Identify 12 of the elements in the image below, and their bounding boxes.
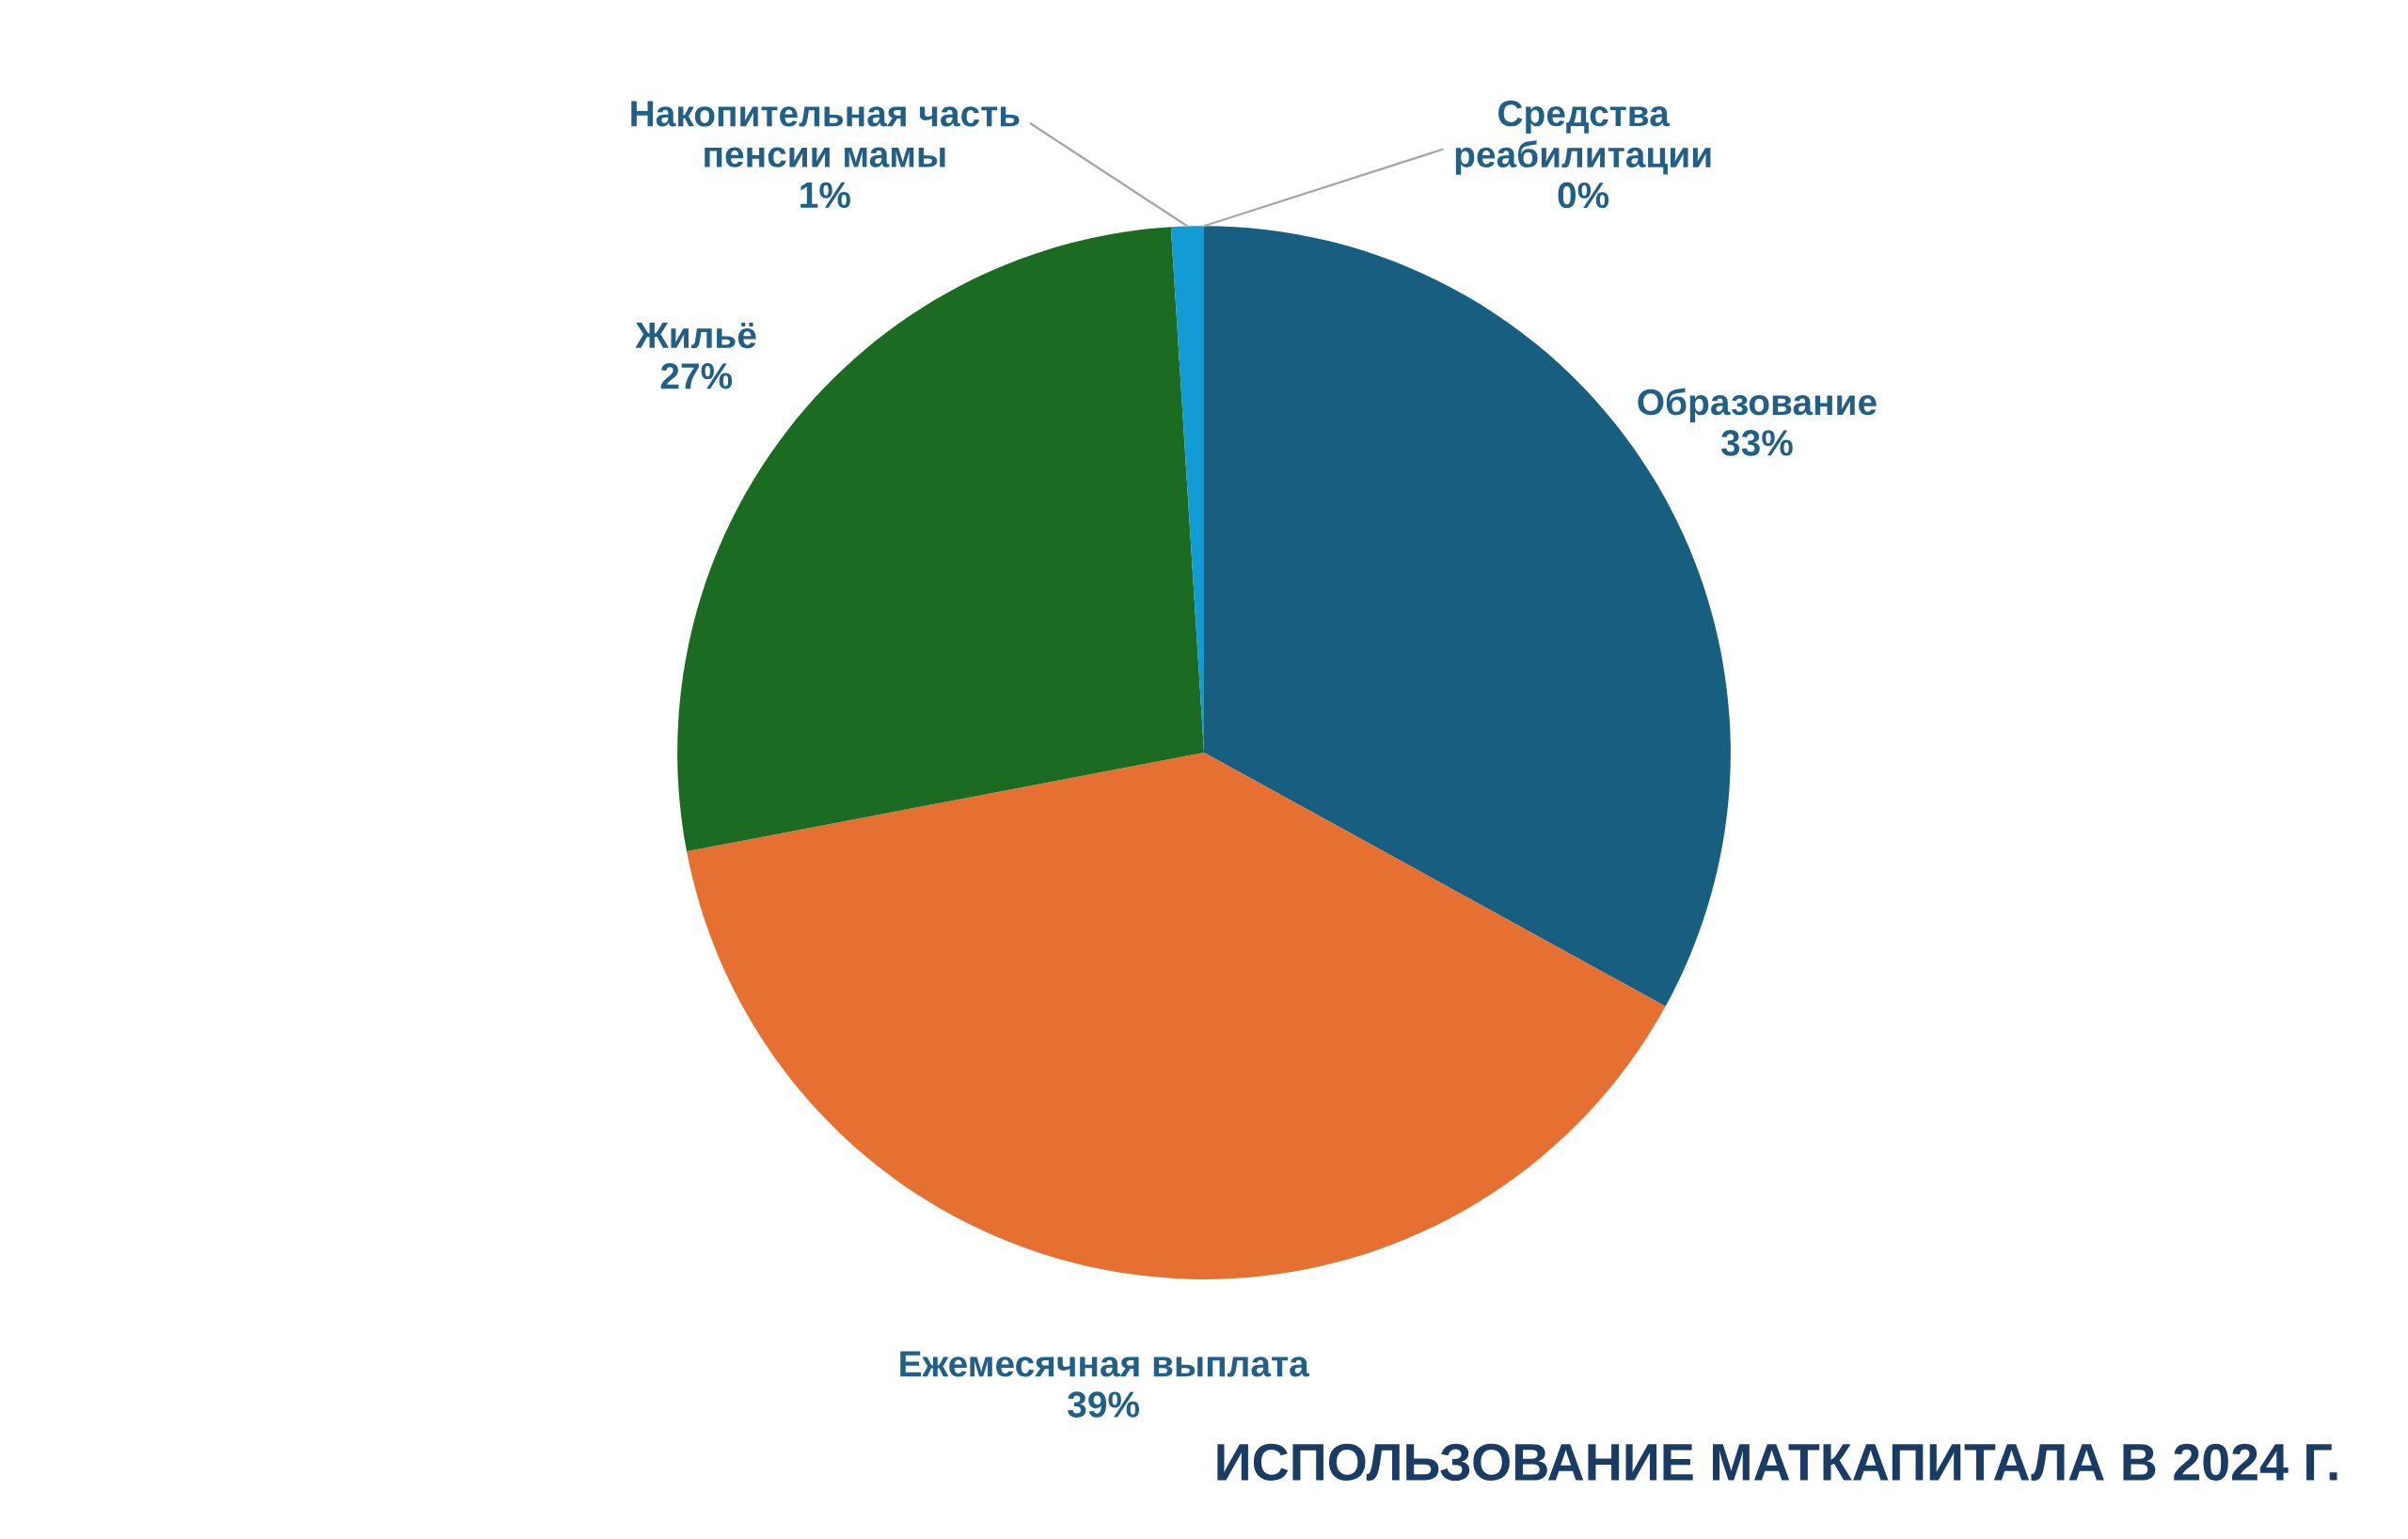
data-label: 33% <box>1720 430 1793 456</box>
data-label: 39% <box>1068 1391 1140 1418</box>
data-label: 27% <box>660 362 733 389</box>
text: 0% <box>1558 182 1609 209</box>
category-label: Средства реабилитации <box>1455 100 1711 175</box>
slice-label: Жильё <box>635 322 756 349</box>
slice-label: Ежемесячная выплата <box>900 1351 1309 1377</box>
text: ИСПОЛЬЗОВАНИЕ МАТКАПИТАЛА В 2024 Г. <box>1217 1443 2337 1482</box>
data-label: 1% <box>800 182 850 209</box>
slice-label: Образование <box>1638 388 1877 423</box>
pie-slice <box>687 753 1666 1279</box>
slice-label: Накопительная часть пенсии мамы <box>631 101 1020 167</box>
